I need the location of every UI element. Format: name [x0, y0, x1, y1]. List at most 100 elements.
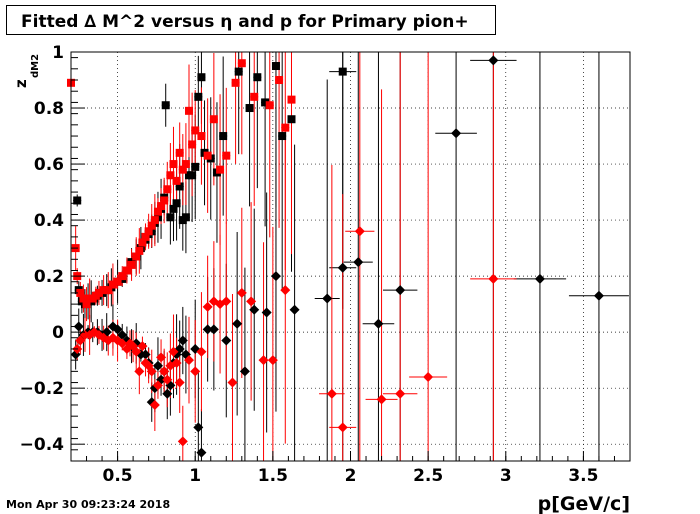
data-point-diamond [112, 324, 123, 335]
data-point-square [275, 76, 284, 85]
data-point-square [216, 165, 225, 174]
y-tick-label: 1 [52, 43, 64, 63]
data-point-square [178, 165, 187, 174]
x-tick-label: 2.5 [413, 466, 443, 486]
data-point-diamond [289, 304, 300, 315]
data-point-square [104, 286, 113, 295]
data-point-diamond [353, 257, 364, 268]
data-point-square [141, 232, 150, 241]
data-point-square [222, 151, 231, 160]
data-point-diamond [488, 55, 499, 66]
y-tick-label: 0.6 [34, 155, 64, 175]
data-point-diamond [239, 366, 250, 377]
y-tick-label: 0.8 [34, 99, 64, 119]
data-point-diamond [354, 226, 365, 237]
data-point-square [172, 199, 181, 208]
timestamp: Mon Apr 30 09:23:24 2018 [6, 498, 171, 511]
y-axis-label: z dM2 [12, 54, 41, 88]
data-point-square [175, 148, 184, 157]
data-point-square [160, 196, 169, 205]
data-point-diamond [376, 394, 387, 405]
data-point-square [197, 132, 206, 141]
data-point-square [172, 176, 181, 185]
data-point-square [127, 260, 136, 269]
data-point-diamond [249, 304, 260, 315]
data-point-square [188, 171, 197, 180]
data-point-square [197, 73, 206, 82]
data-point-square [237, 59, 246, 68]
data-point-diamond [236, 287, 247, 298]
data-point-square [166, 171, 175, 180]
x-tick-label: 3 [500, 466, 512, 486]
axis-ticks [70, 51, 631, 462]
data-point-diamond [156, 352, 167, 363]
data-point-diamond [202, 324, 213, 335]
data-point-square [181, 213, 190, 222]
data-point-diamond [208, 324, 219, 335]
y-tick-label: −0.2 [20, 379, 64, 399]
x-axis-label: p[GeV/c] [538, 493, 630, 514]
data-point-diamond [227, 377, 238, 388]
data-point-square [185, 106, 194, 115]
data-point-square [271, 62, 280, 71]
data-point-diamond [196, 447, 207, 458]
data-point-square [161, 101, 170, 110]
data-point-square [150, 216, 159, 225]
data-point-diamond [73, 321, 84, 332]
data-point-diamond [221, 296, 232, 307]
data-point-diamond [534, 273, 545, 284]
data-point-diamond [267, 355, 278, 366]
x-tick-label: 1 [189, 466, 201, 486]
data-point-diamond [488, 273, 499, 284]
data-point-diamond [593, 290, 604, 301]
y-tick-label: 0 [52, 323, 64, 343]
data-point-square [147, 221, 156, 230]
data-point-diamond [117, 338, 128, 349]
y-tick-label: 0.4 [34, 211, 64, 231]
data-point-diamond [146, 366, 157, 377]
y-axis-label-sub: dM2 [30, 54, 41, 78]
data-point-square [175, 182, 184, 191]
title-box: Fitted ∆ M^2 versus η and p for Primary … [6, 5, 496, 35]
data-point-diamond [140, 349, 151, 360]
data-point-square [122, 266, 131, 275]
y-axis-label-main: z [12, 79, 30, 88]
data-point-square [79, 294, 88, 303]
data-point-square [144, 227, 153, 236]
data-point-diamond [162, 374, 173, 385]
data-point-square [153, 207, 162, 216]
data-point-diamond [131, 346, 142, 357]
data-point-square [169, 204, 178, 213]
data-point-square [209, 115, 218, 124]
data-point-square [265, 101, 274, 110]
data-point-diamond [261, 307, 272, 318]
data-point-square [250, 92, 259, 101]
data-point-square [261, 98, 270, 107]
data-point-square [108, 280, 117, 289]
data-point-diamond [168, 346, 179, 357]
data-point-square [191, 162, 200, 171]
data-point-diamond [202, 301, 213, 312]
data-point-square [138, 238, 147, 247]
data-point-diamond [395, 285, 406, 296]
data-point-square [76, 288, 85, 297]
data-point-diamond [193, 422, 204, 433]
data-point-diamond [137, 341, 148, 352]
data-point-square [203, 151, 212, 160]
x-tick-label: 1.5 [258, 466, 288, 486]
data-point-diamond [196, 346, 207, 357]
data-point-diamond [337, 262, 348, 273]
data-point-square [82, 300, 91, 309]
data-point-square [166, 213, 175, 222]
data-point-square [157, 202, 166, 211]
data-point-square [234, 67, 243, 76]
data-point-diamond [451, 128, 462, 139]
data-point-square [163, 185, 172, 194]
x-tick-label: 2 [345, 466, 357, 486]
data-point-diamond [177, 436, 188, 447]
data-point-diamond [159, 366, 170, 377]
x-tick-label: 3.5 [568, 466, 598, 486]
data-point-diamond [337, 422, 348, 433]
data-point-diamond [246, 296, 257, 307]
